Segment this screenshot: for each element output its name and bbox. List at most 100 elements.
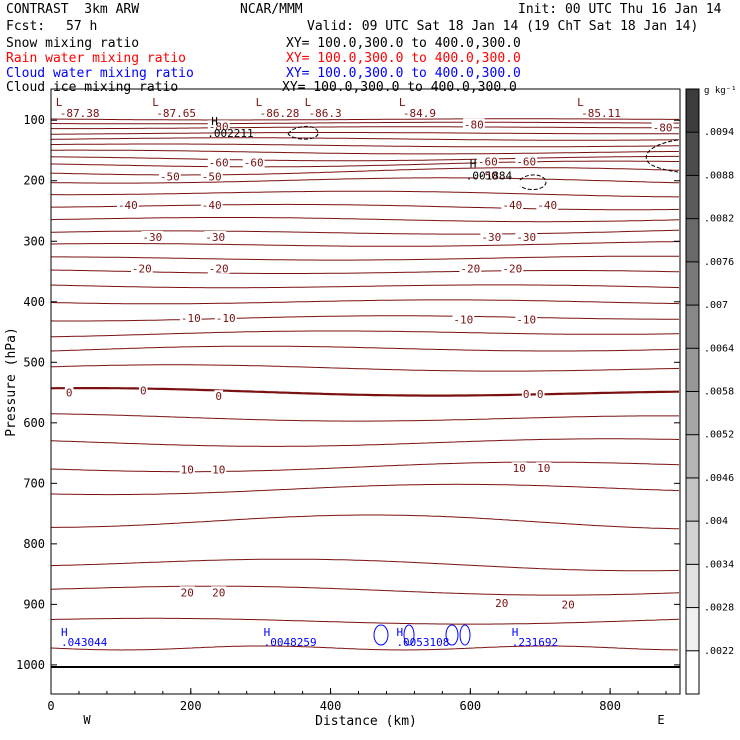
y-tick-label: 500 <box>23 355 45 369</box>
colorbar-tick-label: .0064 <box>704 343 734 354</box>
temp-min-label: L <box>305 96 312 109</box>
cloud-water-contour <box>373 624 389 646</box>
contour-label-bg <box>480 231 503 243</box>
contour-label: -40 <box>202 199 222 212</box>
contour-line <box>51 126 679 130</box>
temp-min-value: -87.38 <box>60 107 100 120</box>
colorbar-swatch <box>686 348 699 392</box>
contour-label-bg <box>536 462 552 474</box>
contour-label: -50 <box>202 171 222 184</box>
colorbar-tick-label: .0088 <box>704 170 734 181</box>
x-tick-label: 400 <box>320 699 342 713</box>
contour-label-bg <box>462 118 485 130</box>
field-cloud-ice-name: Cloud ice mixing ratio <box>6 80 179 95</box>
contour-label: 10 <box>513 462 526 475</box>
contour-line <box>51 118 679 121</box>
contour-label: -10 <box>216 312 236 325</box>
colorbar-tick-label: .0028 <box>704 603 734 614</box>
cloud-water-max-label: H <box>396 626 403 639</box>
colorbar-tick-label: .0094 <box>704 127 734 138</box>
cloud-water-max-value: .0048259 <box>264 636 317 649</box>
contour-label: -80 <box>464 118 484 131</box>
y-axis-label: Pressure (hPa) <box>4 327 19 437</box>
contour-label-bg <box>536 198 559 210</box>
y-tick-label: 400 <box>23 295 45 309</box>
contour-line <box>50 155 679 162</box>
field-cloud-ice-xy: XY= 100.0,300.0 to 400.0,300.0 <box>282 80 517 95</box>
contour-label-bg <box>501 198 524 210</box>
contour-labels: -80 -80 -80-60 -60 -60 -60-50 -50 -50-40 -40 -40-… <box>64 118 674 611</box>
colorbar-swatch <box>686 391 699 435</box>
contour-line <box>50 617 680 625</box>
contour-label-bg <box>511 462 527 474</box>
contour-label-bg <box>200 170 223 182</box>
colorbar-swatch <box>686 521 699 565</box>
contour-label-bg <box>64 386 74 398</box>
contour-label-bg <box>179 312 202 324</box>
contour-label: 0 <box>537 388 544 401</box>
colorbar-tick-label: .007 <box>704 300 728 311</box>
contour-label: 10 <box>537 462 550 475</box>
contour-label-bg <box>452 313 475 325</box>
contour-label-bg <box>476 155 499 167</box>
colorbar-swatch <box>686 132 699 176</box>
contour-label: -10 <box>453 313 473 326</box>
contour-label-bg <box>515 231 538 243</box>
colorbar-swatch <box>686 218 699 262</box>
contour-label-bg <box>515 313 538 325</box>
contour-label-bg <box>560 598 576 610</box>
field-rain-name: Rain water mixing ratio <box>6 51 187 66</box>
contour-label-bg <box>515 155 538 167</box>
surface-contour <box>50 645 678 651</box>
field-cloud-water-xy: XY= 100.0,300.0 to 400.0,300.0 <box>286 66 521 81</box>
contour-line <box>51 413 679 422</box>
x-axis: 0 200 400 600 800 <box>47 688 667 713</box>
contour-label: -60 <box>209 157 229 170</box>
contour-line <box>50 284 680 289</box>
contour-label: -30 <box>481 231 501 244</box>
colorbar-swatch <box>686 305 699 349</box>
cloud-ice-contour <box>519 174 547 190</box>
contour-label: -60 <box>478 155 498 168</box>
contour-label: -30 <box>516 231 536 244</box>
contour-label-bg <box>200 198 223 210</box>
cloud-water-max-label: H <box>512 626 519 639</box>
ice-max-value: .002211 <box>207 127 253 140</box>
west-label: W <box>83 713 91 727</box>
contour-label: -20 <box>132 262 152 275</box>
contour-line <box>50 217 680 223</box>
contour-label: -60 <box>244 157 264 170</box>
contour-label: 10 <box>212 463 225 476</box>
extrema-markers: L-87.38L-87.65L-86.28L-86.3L-84.9L-85.11… <box>56 96 679 649</box>
colorbar-swatch <box>686 607 699 651</box>
colorbar-swatch <box>686 175 699 219</box>
contour-line <box>50 438 680 447</box>
contour-line <box>51 121 679 125</box>
y-tick-label: 900 <box>23 597 45 611</box>
contour-label-bg <box>459 262 482 274</box>
contour-line <box>51 190 679 198</box>
colorbar-swatch <box>686 564 699 608</box>
colorbar-tick-label: .0034 <box>704 559 734 570</box>
contour-line <box>50 229 680 235</box>
contour-label-bg <box>130 262 153 274</box>
contour-line <box>50 177 680 184</box>
contour-line <box>51 160 679 168</box>
contour-label: -80 <box>209 120 229 133</box>
y-tick-label: 100 <box>23 113 45 127</box>
contour-label-bg <box>214 390 224 402</box>
contour-label: -20 <box>209 262 229 275</box>
colorbar-swatch <box>686 650 699 694</box>
contour-label: -20 <box>460 262 480 275</box>
cloud-water-max-value: .0053108 <box>396 636 449 649</box>
cloud-water-max-label: H <box>61 626 68 639</box>
plot-title: CONTRAST 3km ARW <box>6 2 140 17</box>
colorbar-unit: g kg⁻¹ <box>704 86 737 96</box>
colorbar-swatch <box>686 89 699 133</box>
temp-min-value: -86.28 <box>260 107 300 120</box>
contour-label: 0 <box>66 387 73 400</box>
contour-label: 20 <box>562 598 575 611</box>
contour-label-bg <box>651 121 674 133</box>
contour-line <box>50 345 680 352</box>
cloud-water-max-value: .231692 <box>512 636 558 649</box>
